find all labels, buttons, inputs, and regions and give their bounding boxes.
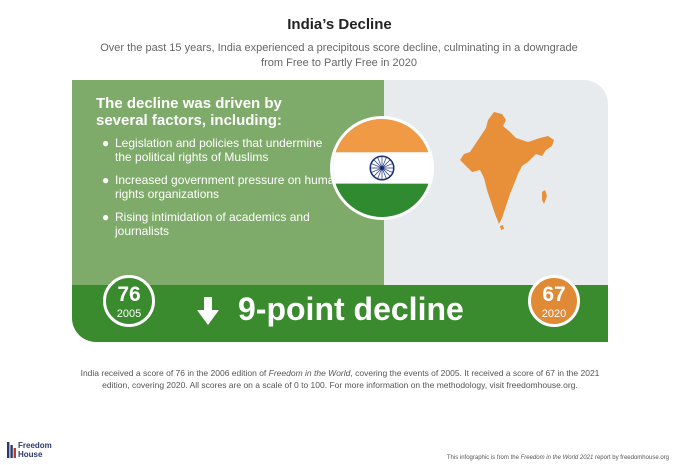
credit-line: This infographic is from the Freedom in …: [447, 455, 669, 461]
freedom-house-logo: Freedom House: [6, 440, 66, 462]
india-flag-icon: [330, 116, 434, 220]
factor-text: Legislation and policies that undermine …: [115, 136, 323, 164]
decline-label: 9-point decline: [238, 291, 464, 327]
factors-list: ● Legislation and policies that undermin…: [102, 136, 342, 247]
factor-item: ● Legislation and policies that undermin…: [102, 136, 342, 164]
decline-band: [72, 285, 608, 342]
page-title: India’s Decline: [287, 16, 392, 33]
score-2005-value: 76: [117, 283, 141, 306]
bullet-icon: ●: [102, 210, 110, 224]
logo-line2: House: [18, 450, 43, 459]
credit-prefix: This infographic is from the: [446, 455, 521, 461]
bullet-icon: ●: [102, 173, 110, 187]
factor-item: ● Rising intimidation of academics and j…: [102, 210, 342, 238]
score-2020-badge: 67 2020: [528, 275, 580, 327]
credit-suffix: report by freedomhouse.org: [593, 455, 669, 461]
bullet-icon: ●: [102, 136, 110, 150]
india-map-icon: [460, 112, 554, 230]
score-2005-year: 2005: [116, 308, 142, 320]
factor-text: Increased government pressure on human r…: [115, 173, 342, 201]
factor-item: ● Increased government pressure on human…: [102, 173, 342, 201]
arrow-down-icon: [197, 297, 219, 325]
factors-heading: The decline was driven by several factor…: [96, 95, 282, 129]
credit-publication: Freedom in the World 2021: [520, 455, 594, 461]
footnote-publication: Freedom in the World: [268, 368, 351, 378]
logo-text: Freedom House: [18, 441, 52, 459]
footnote-suffix: , covering the events of 2005. It receiv…: [102, 368, 600, 390]
infographic-card: The decline was driven by several factor…: [72, 80, 608, 342]
score-2020-value: 67: [542, 283, 566, 306]
factor-text: Rising intimidation of academics and jou…: [115, 210, 310, 238]
footnote: India received a score of 76 in the 2006…: [70, 367, 610, 391]
logo-line1: Freedom: [18, 441, 52, 450]
score-2005-badge: 76 2005: [103, 275, 155, 327]
footnote-prefix: India received a score of 76 in the 2006…: [80, 368, 269, 378]
freedom-house-logo-icon: [7, 442, 16, 458]
score-2020-year: 2020: [541, 308, 567, 320]
page-subtitle: Over the past 15 years, India experience…: [100, 42, 578, 69]
